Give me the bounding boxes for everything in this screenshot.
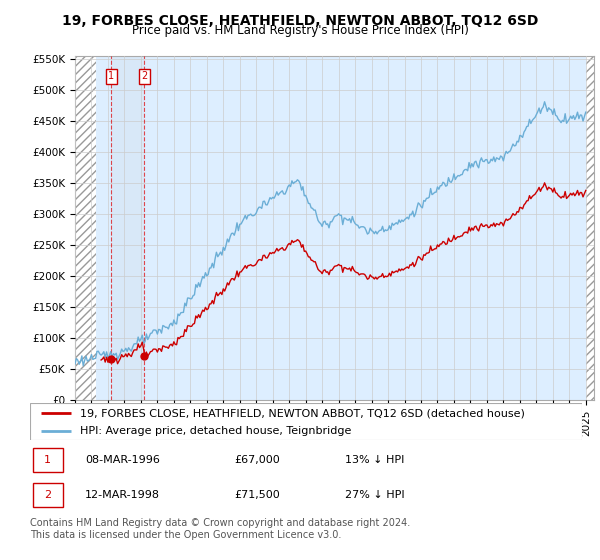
Text: 12-MAR-1998: 12-MAR-1998: [85, 490, 160, 500]
Text: HPI: Average price, detached house, Teignbridge: HPI: Average price, detached house, Teig…: [80, 426, 351, 436]
Text: 1: 1: [44, 455, 51, 465]
Text: 27% ↓ HPI: 27% ↓ HPI: [344, 490, 404, 500]
Text: 19, FORBES CLOSE, HEATHFIELD, NEWTON ABBOT, TQ12 6SD: 19, FORBES CLOSE, HEATHFIELD, NEWTON ABB…: [62, 14, 538, 28]
Bar: [75, 53, 97, 400]
Bar: [33, 483, 63, 507]
Text: £67,000: £67,000: [234, 455, 280, 465]
Bar: [586, 53, 594, 400]
Bar: [111, 53, 145, 400]
Text: Contains HM Land Registry data © Crown copyright and database right 2024.
This d: Contains HM Land Registry data © Crown c…: [30, 518, 410, 540]
Text: 2: 2: [44, 490, 51, 500]
Text: 08-MAR-1996: 08-MAR-1996: [85, 455, 160, 465]
Text: 19, FORBES CLOSE, HEATHFIELD, NEWTON ABBOT, TQ12 6SD (detached house): 19, FORBES CLOSE, HEATHFIELD, NEWTON ABB…: [80, 408, 524, 418]
Bar: [33, 448, 63, 472]
Text: 1: 1: [108, 71, 114, 81]
Text: £71,500: £71,500: [234, 490, 280, 500]
Text: 2: 2: [141, 71, 148, 81]
Text: 13% ↓ HPI: 13% ↓ HPI: [344, 455, 404, 465]
Text: Price paid vs. HM Land Registry's House Price Index (HPI): Price paid vs. HM Land Registry's House …: [131, 24, 469, 37]
